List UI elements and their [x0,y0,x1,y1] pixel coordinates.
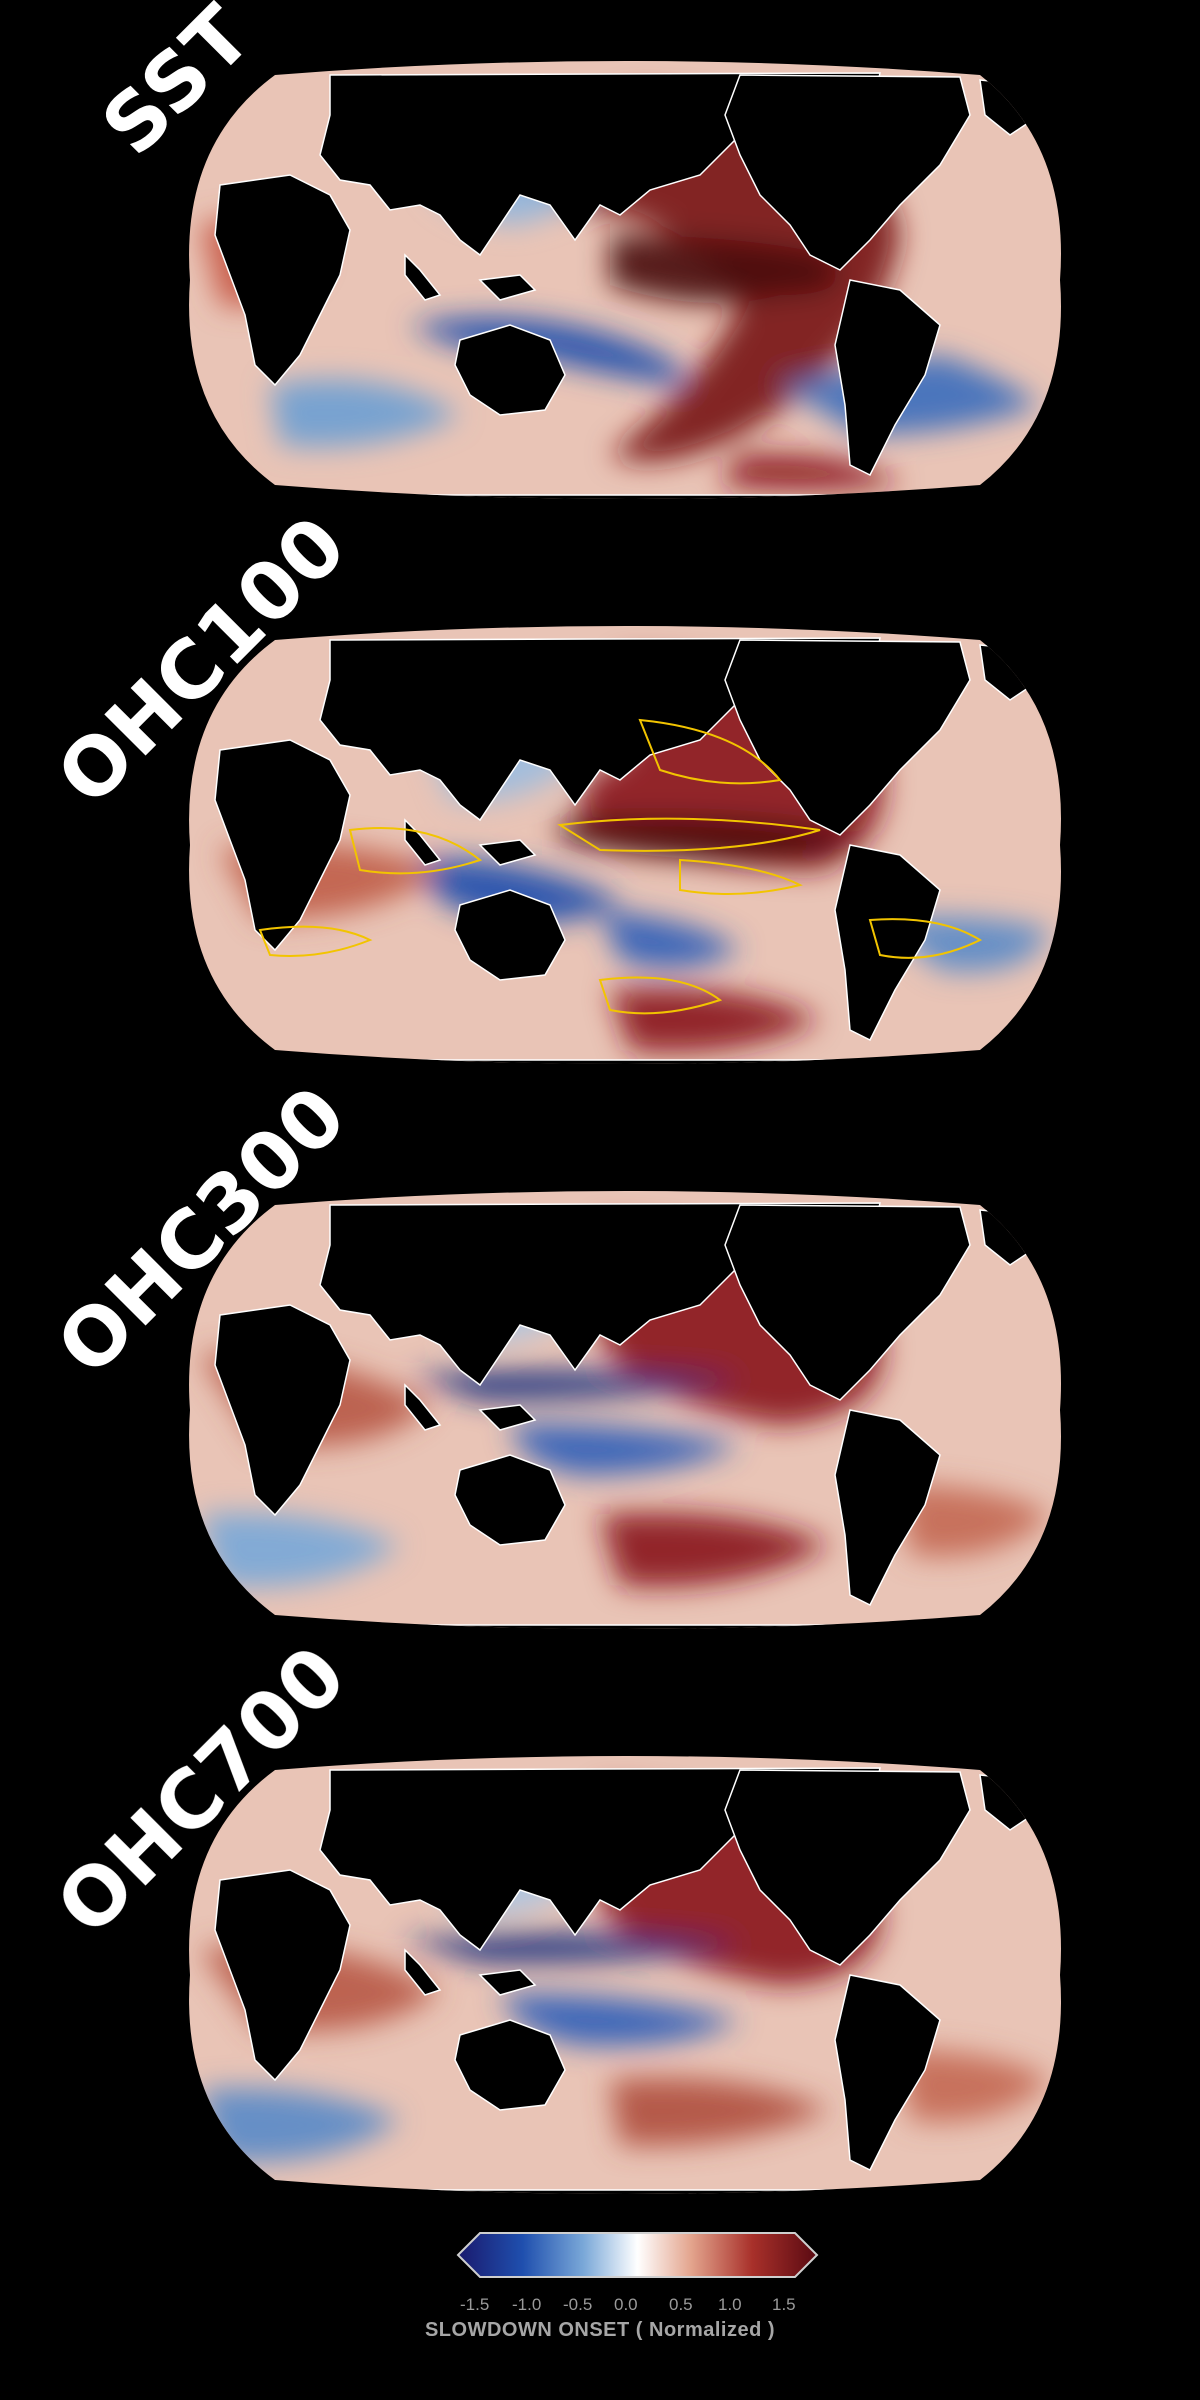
colorbar-tick-label: -1.5 [460,2295,490,2314]
world-map [189,1191,1062,1629]
world-map [189,626,1062,1064]
world-map [189,61,1062,499]
colorbar-bar [456,2232,819,2278]
map-panel-ohc700: OHC700 [0,1628,1200,2265]
colorbar: -1.5 -1.0 -0.5 0.0 0.5 1.0 1.5 SLOWDOWN … [0,2215,1200,2395]
colorbar-tick-label: 0.5 [669,2295,693,2314]
map-panel-sst: SST [0,0,1200,570]
colorbar-tick-label: 0.0 [614,2295,638,2314]
map-panel-ohc300: OHC300 [0,1068,1200,1700]
colorbar-title: SLOWDOWN ONSET ( Normalized ) [424,2319,776,2341]
world-map [189,1756,1062,2194]
colorbar-tick-label: 1.0 [718,2295,742,2314]
map-panel-ohc100: OHC100 [0,498,1200,1135]
colorbar-tick-label: -0.5 [563,2295,593,2314]
colorbar-tick-label: -1.0 [512,2295,542,2314]
colorbar-tick-label: 1.5 [772,2295,796,2314]
